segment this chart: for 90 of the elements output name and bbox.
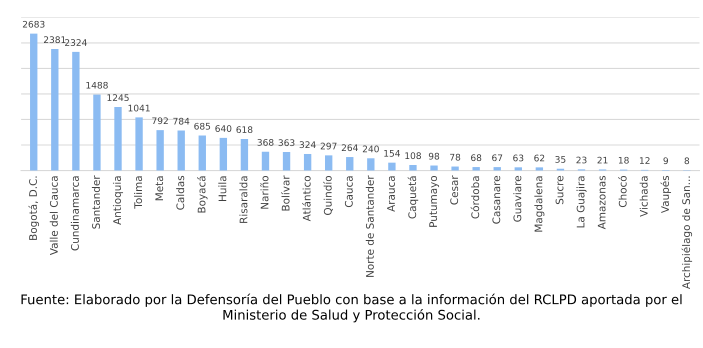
data-label: 640 [215, 125, 232, 132]
data-label: 1245 [108, 94, 129, 102]
bar [346, 157, 354, 171]
x-tick-label: Bolívar [281, 175, 290, 210]
x-tick-label: Caldas [176, 176, 184, 210]
x-tick-label: Bogotá, D.C. [28, 176, 39, 240]
bar [472, 167, 480, 171]
data-label: 2381 [44, 36, 66, 44]
bar [198, 136, 206, 171]
x-tick-label: Boyacá [197, 176, 208, 213]
bar [451, 166, 459, 171]
data-label: 324 [300, 141, 316, 148]
bar [282, 152, 290, 171]
bar [93, 94, 101, 171]
data-label: 62 [534, 154, 544, 162]
bar [156, 130, 164, 171]
bar [325, 155, 332, 171]
data-label: 1488 [86, 82, 108, 89]
data-label: 2324 [65, 39, 87, 46]
x-tick-label: Nariño [260, 176, 269, 209]
data-label: 18 [618, 156, 629, 164]
x-tick-label: Valle del Cauca [50, 176, 58, 256]
x-tick-label: Cesar [450, 175, 458, 205]
data-label: 21 [597, 156, 608, 164]
data-label: 12 [640, 157, 650, 164]
data-label: 35 [555, 156, 566, 163]
data-label: 67 [492, 154, 502, 162]
x-tick-label: Casanare [492, 176, 500, 224]
x-tick-label: Sucre [556, 176, 564, 204]
x-tick-label: Santander [92, 175, 100, 229]
x-tick-label: Norte de Santander [366, 175, 374, 277]
x-tick-label: Caquetá [408, 176, 418, 219]
x-tick-label: Magdalena [534, 176, 544, 232]
data-label: 618 [236, 126, 252, 134]
x-tick-label: Meta [155, 176, 164, 200]
bar [388, 162, 396, 171]
data-label: 1041 [128, 104, 150, 112]
data-label: 784 [173, 118, 190, 125]
data-label: 363 [278, 139, 294, 146]
x-tick-label: Amazonas [598, 176, 606, 230]
x-tick-label: Vichada [640, 176, 648, 217]
bar [114, 106, 122, 171]
bar [262, 152, 270, 171]
x-tick-label: Córdoba [470, 176, 480, 219]
bar [135, 117, 143, 171]
data-label: 297 [320, 142, 337, 150]
bar [430, 166, 438, 171]
x-tick-label: Cundinamarca [70, 176, 79, 250]
bar [367, 158, 375, 171]
x-tick-label: La Guajira [576, 176, 587, 228]
bar [30, 34, 38, 171]
source-note: Fuente: Elaborado por la Defensoría del Pueblo con base a la información del RCLPD aportada por el Ministerio de Salud y Protección Social. [22, 294, 682, 322]
data-label: 792 [152, 117, 168, 124]
x-tick-label: Chocó [618, 176, 627, 208]
x-tick-label: Quindío [323, 176, 333, 215]
bar [304, 154, 312, 171]
data-label: 368 [258, 138, 274, 146]
bar [409, 165, 417, 171]
bar [494, 167, 501, 171]
bar [51, 48, 58, 171]
x-tick-label: Cauca [344, 176, 353, 208]
x-tick-label: Guaviare [513, 176, 522, 222]
bar [240, 138, 248, 171]
x-tick-label: Antioquia [112, 176, 124, 225]
data-label: 240 [362, 146, 379, 152]
data-label: 108 [405, 152, 421, 160]
x-tick-label: Tolima [134, 176, 142, 209]
x-tick-label: Arauca [387, 176, 395, 212]
bar [536, 167, 544, 171]
data-label: 98 [428, 152, 440, 160]
bar [514, 167, 522, 171]
bar [72, 52, 80, 171]
data-label: 8 [684, 157, 690, 164]
data-label: 78 [450, 154, 460, 161]
x-tick-label: Archipiélago de San... [682, 176, 692, 290]
x-tick-label: Huila [218, 176, 226, 201]
data-label: 9 [663, 157, 668, 164]
x-tick-label: Atlántico [302, 176, 311, 222]
bar [220, 138, 228, 171]
data-label: 23 [576, 156, 587, 164]
data-label: 2683 [22, 20, 44, 28]
data-label: 685 [194, 122, 210, 130]
data-label: 154 [384, 150, 400, 157]
data-label: 68 [471, 154, 482, 162]
x-tick-label: Putumayo [429, 176, 440, 227]
data-label: 63 [513, 154, 524, 162]
bar [178, 130, 185, 171]
data-label: 264 [342, 144, 358, 152]
x-tick-label: Risaralda [239, 176, 248, 223]
x-tick-label: Vaupés [660, 176, 672, 214]
